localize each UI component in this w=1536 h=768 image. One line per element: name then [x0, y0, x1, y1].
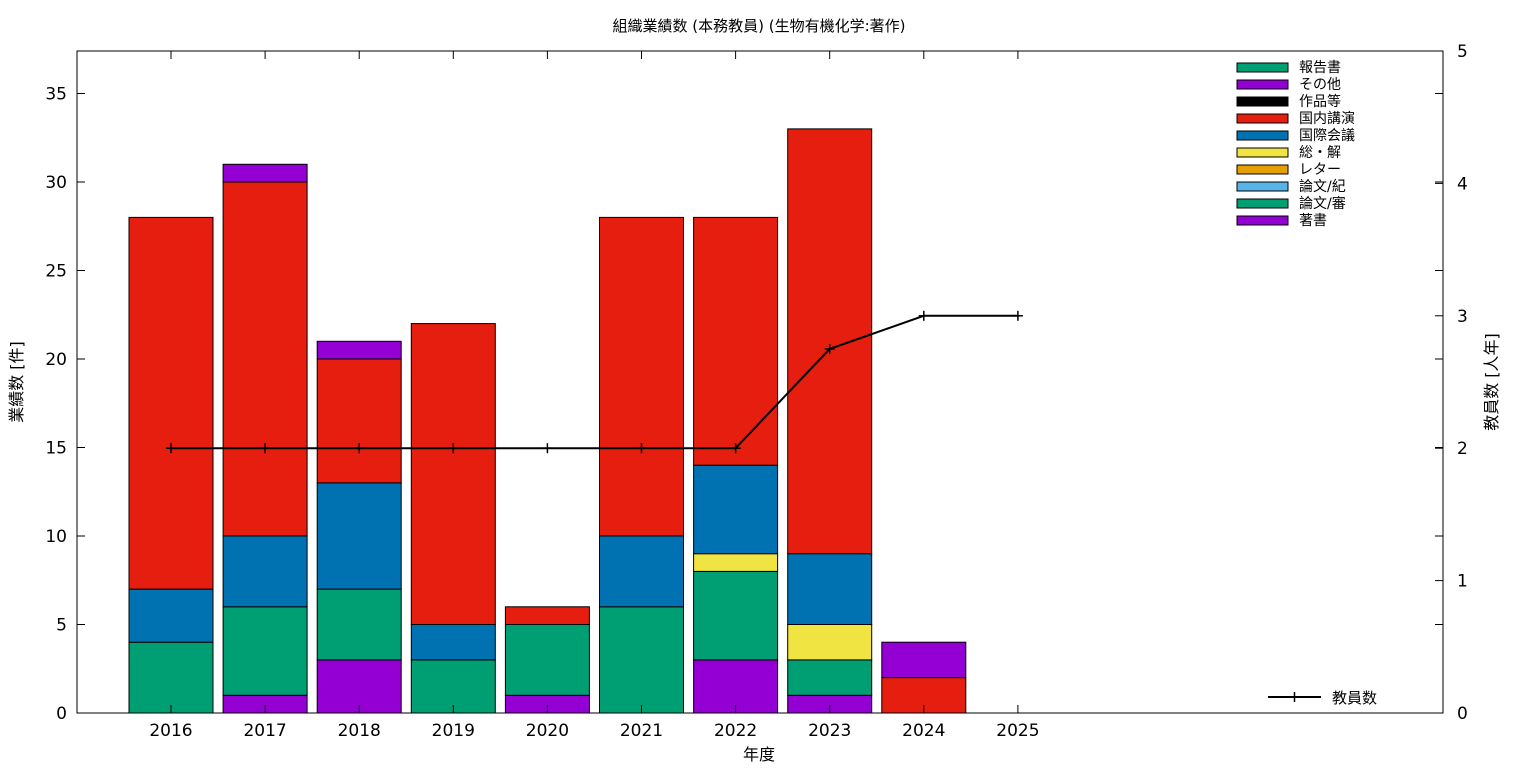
bar-segment [787, 553, 873, 625]
bar-segment [410, 623, 496, 661]
bar-segment [128, 216, 214, 590]
bar-segment [504, 623, 590, 696]
bar-segment [787, 128, 873, 555]
bar-segment [128, 588, 214, 643]
bar-segment [599, 535, 684, 608]
x-tick-label: 2016 [149, 721, 192, 741]
y-tick-label: 0 [56, 704, 67, 724]
line-legend-label: 教員数 [1332, 689, 1377, 707]
y2-tick-label: 4 [1457, 174, 1468, 194]
y2-tick-label: 0 [1457, 704, 1468, 724]
bar-layer [128, 128, 967, 714]
bar-segment [693, 464, 779, 555]
bar-segment [599, 216, 684, 537]
x-tick-label: 2023 [808, 721, 851, 741]
staff-count-line [171, 314, 1018, 450]
bar-segment [222, 163, 308, 183]
legend-swatch [1236, 215, 1289, 226]
legend-label: 論文/紀 [1299, 179, 1346, 195]
legend-label: 国内講演 [1299, 111, 1355, 127]
legend-label: 著書 [1299, 213, 1327, 229]
y2-tick-label: 1 [1457, 572, 1468, 592]
bar-segment [222, 535, 308, 608]
x-tick-label: 2022 [714, 721, 757, 741]
legend-label: レター [1299, 162, 1341, 178]
chart-title: 組織業績数 (本務教員) (生物有機化学:著作) [613, 17, 906, 35]
y2-tick-label: 2 [1457, 439, 1468, 459]
bar-segment [881, 641, 967, 679]
legend-label: 論文/審 [1299, 196, 1346, 212]
x-tick-label: 2025 [996, 721, 1039, 741]
bar-segment [693, 570, 779, 661]
plot-frame [76, 50, 1444, 714]
bar-segment [693, 659, 779, 714]
bar-segment [222, 606, 308, 696]
bar-segment [410, 323, 496, 625]
x-tick-label: 2020 [526, 721, 569, 741]
x-axis: 2016 2017 2018 2019 2020 2021 2022 2023 2024 2025 [149, 51, 1040, 741]
bar-segment [316, 659, 402, 714]
y2-tick-label: 5 [1457, 42, 1468, 62]
y-axis-label: 業績数 [件] [7, 341, 26, 423]
legend-label: 報告書 [1299, 60, 1341, 76]
x-tick-label: 2024 [902, 721, 945, 741]
x-axis-label: 年度 [743, 745, 775, 764]
x-tick-label: 2019 [432, 721, 475, 741]
bar-segment [316, 588, 402, 661]
y-tick-label: 10 [45, 527, 67, 547]
legend-swatch [1236, 96, 1289, 107]
x-tick-label: 2018 [338, 721, 381, 741]
bar-segment [504, 606, 590, 625]
bar-segment [787, 659, 873, 696]
y2-tick-label: 3 [1457, 307, 1468, 327]
x-tick-label: 2017 [243, 721, 286, 741]
line-legend: 教員数 [1268, 689, 1377, 707]
legend-label: 国際会議 [1299, 127, 1355, 144]
bar-segment [787, 623, 873, 661]
bar-segment [316, 358, 402, 484]
legend-swatch [1236, 62, 1289, 73]
legend-swatch [1236, 113, 1289, 124]
bar-segment [222, 181, 308, 537]
bar-segment [316, 340, 402, 360]
legend-swatch [1236, 164, 1289, 175]
legend-label: その他 [1299, 77, 1341, 93]
legend-swatch [1236, 181, 1289, 192]
bar-segment [128, 641, 214, 714]
legend-swatch [1236, 147, 1289, 158]
bar-segment [599, 606, 684, 714]
bar-segment [693, 553, 779, 572]
y-tick-label: 5 [56, 615, 67, 635]
bar-segment [316, 482, 402, 590]
legend-swatch [1236, 130, 1289, 141]
y2-axis: 0 1 2 3 4 5 [1435, 42, 1468, 724]
y-tick-label: 20 [45, 350, 67, 370]
legend-swatch [1236, 198, 1289, 209]
legend-label: 作品等 [1299, 93, 1341, 110]
legend-label: 総・解 [1299, 145, 1341, 161]
y-tick-label: 15 [45, 438, 67, 458]
x-tick-label: 2021 [620, 721, 663, 741]
legend-swatch [1236, 79, 1289, 90]
y-tick-label: 35 [45, 84, 67, 104]
y2-axis-label: 教員数 [人年] [1482, 333, 1501, 431]
y-axis: 0 5 10 15 20 25 30 35 [45, 84, 1443, 724]
y-tick-label: 30 [45, 173, 67, 193]
bar-segment [693, 216, 779, 466]
line-layer [166, 310, 1023, 454]
y-tick-label: 25 [45, 261, 67, 281]
